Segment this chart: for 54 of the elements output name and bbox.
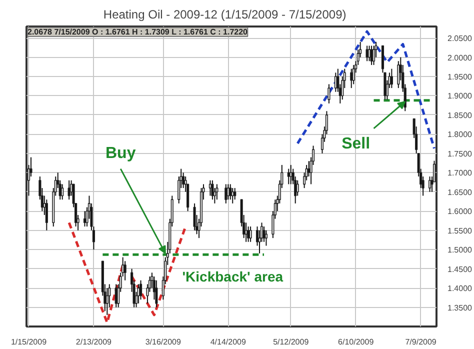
candlestick [139,280,142,300]
candlestick [397,60,400,89]
candlestick [249,226,252,242]
x-tick-label: 5/12/2009 [273,338,310,346]
y-tick-label: 2.0000 [448,53,473,62]
candlestick [182,172,185,189]
candlestick [428,176,432,192]
y-tick-label: 1.6000 [448,207,473,216]
annotation: 'Kickback' area [182,268,284,285]
y-tick-label: 2.0500 [448,34,473,44]
x-tick-label: 1/15/2009 [10,338,48,346]
y-tick-label: 1.5000 [448,246,473,255]
y-tick-label: 1.7500 [448,149,473,158]
candlestick [352,64,355,85]
candlestick [372,45,376,66]
candlestick [350,68,353,89]
candlestick [224,184,228,204]
candlestick [155,280,158,308]
y-tick-label: 1.9000 [448,92,473,101]
candlestick [45,199,48,231]
candlestick [390,68,393,89]
x-tick-label: 6/10/2009 [338,338,374,346]
x-tick-label: 3/16/2009 [145,338,182,346]
y-tick-label: 1.5500 [448,226,473,236]
chart-title: Heating Oil - 2009-12 (1/15/2009 - 7/15/2009) [103,8,346,22]
x-tick-label: 2/13/2009 [76,338,112,346]
candlestick [328,84,330,104]
annotation: 2.0678 7/15/2009 O : 1.6761 H : 1.7309 L : 1.6761 C : 1.7220 [28,28,248,36]
x-tick-label: 4/14/2009 [210,338,246,346]
candlestick [124,260,126,281]
candlestick [106,288,108,316]
candlestick [264,230,268,246]
candlestick [370,45,373,66]
candlestick [211,180,214,200]
candlestick [296,180,299,196]
y-tick-label: 1.4500 [448,264,473,274]
y-tick-label: 1.3500 [448,303,473,312]
annotation: Sell [342,135,370,152]
candlestick [384,72,386,100]
y-tick-label: 1.9500 [448,72,473,82]
x-tick-label: 7/9/2009 [405,338,437,346]
line-series [296,30,436,150]
y-tick-label: 1.7000 [448,168,473,178]
candlestick [262,226,266,242]
y-tick-label: 1.8500 [448,110,473,120]
candlestick [290,164,292,185]
y-tick-label: 1.8000 [448,130,473,140]
y-tick-label: 1.4000 [448,284,473,294]
candlestick [381,45,384,74]
annotation: Buy [105,144,136,162]
y-tick-label: 1.6500 [448,188,473,197]
candlestick [234,188,236,200]
candlestick [61,184,64,200]
candlestick [229,184,232,200]
